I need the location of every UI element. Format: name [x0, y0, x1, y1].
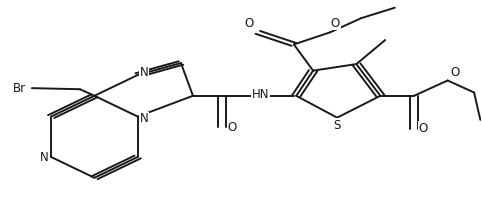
Text: N: N [140, 66, 149, 79]
Text: O: O [331, 17, 340, 30]
Text: O: O [228, 121, 237, 134]
Text: N: N [140, 112, 149, 125]
Text: Br: Br [13, 82, 27, 95]
Text: HN: HN [252, 88, 269, 101]
Text: N: N [40, 150, 49, 163]
Text: O: O [419, 122, 428, 135]
Text: S: S [334, 119, 341, 132]
Text: O: O [245, 17, 254, 30]
Text: O: O [450, 66, 459, 79]
